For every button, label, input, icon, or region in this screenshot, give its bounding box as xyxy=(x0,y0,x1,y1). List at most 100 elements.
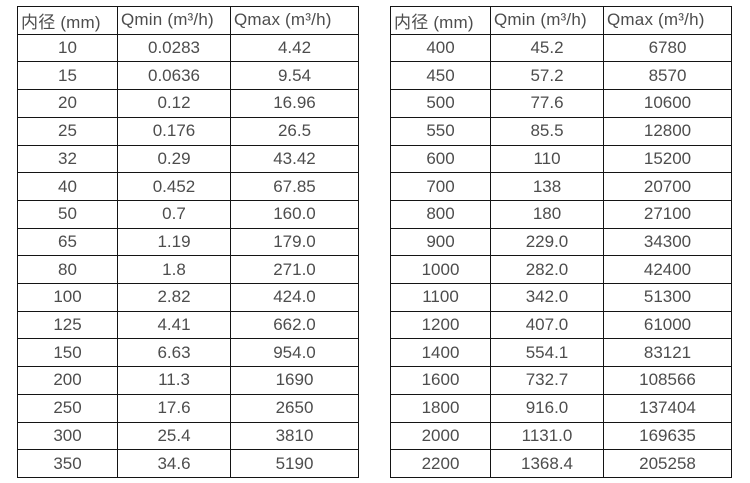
table-cell: 34300 xyxy=(603,227,732,257)
table-row: 20 0.12 16.96 xyxy=(17,89,359,118)
table-cell: 800 xyxy=(390,199,491,229)
table-cell: 80 xyxy=(17,255,118,285)
table-cell: 100 xyxy=(17,283,118,312)
table-cell: 138 xyxy=(490,172,604,201)
table-cell: 300 xyxy=(17,421,118,451)
table-cell: 424.0 xyxy=(230,283,359,312)
table-cell: 83121 xyxy=(603,338,732,368)
table-cell: 2200 xyxy=(390,449,491,478)
table-cell: 4.41 xyxy=(117,310,231,340)
table-row: 125 4.41 662.0 xyxy=(17,310,359,340)
table-cell: 40 xyxy=(17,172,118,201)
table-cell: 15 xyxy=(17,61,118,91)
table-cell: 0.0636 xyxy=(117,61,231,91)
table-cell: 67.85 xyxy=(230,172,359,201)
table-cell: 8570 xyxy=(603,61,732,91)
table-cell: 4.42 xyxy=(230,33,359,63)
table-cell: 0.0283 xyxy=(117,33,231,63)
table-cell: 6780 xyxy=(603,33,732,63)
table-cell: 160.0 xyxy=(230,199,359,229)
table-header-row: 内径 (mm) Qmin (m³/h) Qmax (m³/h) xyxy=(17,6,359,35)
table-cell: 10 xyxy=(17,33,118,63)
table-row: 350 34.6 5190 xyxy=(17,449,359,478)
table-cell: 17.6 xyxy=(117,393,231,423)
table-cell: 57.2 xyxy=(490,61,604,91)
table-row: 450 57.2 8570 xyxy=(390,61,732,91)
table-row: 32 0.29 43.42 xyxy=(17,144,359,174)
table-cell: 15200 xyxy=(603,144,732,174)
table-row: 150 6.63 954.0 xyxy=(17,338,359,368)
table-cell: 5190 xyxy=(230,449,359,478)
table-row: 1000 282.0 42400 xyxy=(390,255,732,285)
flow-table-small-diameters: 内径 (mm) Qmin (m³/h) Qmax (m³/h) 10 0.0283… xyxy=(17,6,359,478)
table-cell: 200 xyxy=(17,366,118,395)
table-cell: 2650 xyxy=(230,393,359,423)
table-cell: 25.4 xyxy=(117,421,231,451)
table-row: 10 0.0283 4.42 xyxy=(17,33,359,63)
table-cell: 16.96 xyxy=(230,89,359,118)
table-cell: 1.19 xyxy=(117,227,231,257)
table-row: 25 0.176 26.5 xyxy=(17,116,359,146)
table-row: 900 229.0 34300 xyxy=(390,227,732,257)
table-cell: 51300 xyxy=(603,283,732,312)
table-cell: 554.1 xyxy=(490,338,604,368)
table-cell: 179.0 xyxy=(230,227,359,257)
table-cell: 600 xyxy=(390,144,491,174)
table-cell: 900 xyxy=(390,227,491,257)
table-row: 1800 916.0 137404 xyxy=(390,393,732,423)
table-cell: 2.82 xyxy=(117,283,231,312)
table-cell: 45.2 xyxy=(490,33,604,63)
table-cell: 0.452 xyxy=(117,172,231,201)
table-cell: 2000 xyxy=(390,421,491,451)
table-cell: 700 xyxy=(390,172,491,201)
table-cell: 1690 xyxy=(230,366,359,395)
table-cell: 954.0 xyxy=(230,338,359,368)
table-cell: 282.0 xyxy=(490,255,604,285)
table-cell: 1368.4 xyxy=(490,449,604,478)
table-cell: 0.29 xyxy=(117,144,231,174)
table-row: 550 85.5 12800 xyxy=(390,116,732,146)
table-cell: 110 xyxy=(490,144,604,174)
table-cell: 20700 xyxy=(603,172,732,201)
table-row: 800 180 27100 xyxy=(390,199,732,229)
table-row: 1200 407.0 61000 xyxy=(390,310,732,340)
table-cell: 1000 xyxy=(390,255,491,285)
table-cell: 65 xyxy=(17,227,118,257)
column-header-diameter: 内径 (mm) xyxy=(390,6,491,35)
table-cell: 77.6 xyxy=(490,89,604,118)
table-cell: 43.42 xyxy=(230,144,359,174)
table-row: 1100 342.0 51300 xyxy=(390,283,732,312)
table-cell: 407.0 xyxy=(490,310,604,340)
table-cell: 732.7 xyxy=(490,366,604,395)
table-row: 15 0.0636 9.54 xyxy=(17,61,359,91)
table-row: 600 110 15200 xyxy=(390,144,732,174)
table-row: 2000 1131.0 169635 xyxy=(390,421,732,451)
table-cell: 61000 xyxy=(603,310,732,340)
table-cell: 1400 xyxy=(390,338,491,368)
table-row: 100 2.82 424.0 xyxy=(17,283,359,312)
table-cell: 25 xyxy=(17,116,118,146)
table-cell: 42400 xyxy=(603,255,732,285)
table-cell: 6.63 xyxy=(117,338,231,368)
table-cell: 1800 xyxy=(390,393,491,423)
table-cell: 662.0 xyxy=(230,310,359,340)
table-row: 2200 1368.4 205258 xyxy=(390,449,732,478)
table-cell: 11.3 xyxy=(117,366,231,395)
table-row: 300 25.4 3810 xyxy=(17,421,359,451)
table-cell: 550 xyxy=(390,116,491,146)
table-cell: 1131.0 xyxy=(490,421,604,451)
table-row: 200 11.3 1690 xyxy=(17,366,359,395)
table-cell: 1600 xyxy=(390,366,491,395)
table-cell: 85.5 xyxy=(490,116,604,146)
table-cell: 20 xyxy=(17,89,118,118)
table-cell: 400 xyxy=(390,33,491,63)
table-cell: 26.5 xyxy=(230,116,359,146)
table-row: 700 138 20700 xyxy=(390,172,732,201)
table-cell: 27100 xyxy=(603,199,732,229)
table-cell: 342.0 xyxy=(490,283,604,312)
table-row: 1400 554.1 83121 xyxy=(390,338,732,368)
table-row: 400 45.2 6780 xyxy=(390,33,732,63)
column-header-qmin: Qmin (m³/h) xyxy=(490,6,604,35)
table-cell: 229.0 xyxy=(490,227,604,257)
